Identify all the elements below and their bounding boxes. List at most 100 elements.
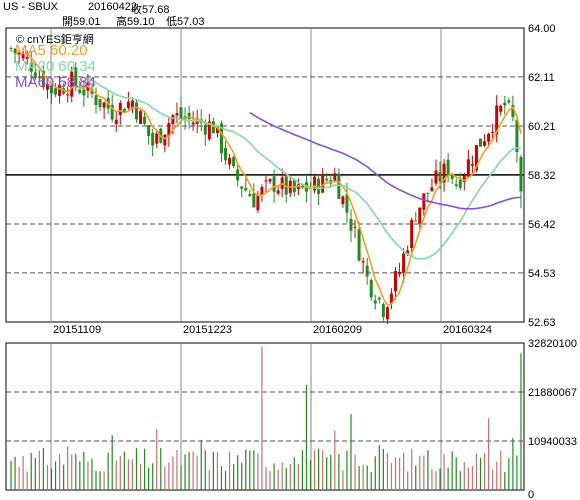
candle-body — [438, 171, 442, 182]
candle-body — [147, 124, 151, 137]
candle-body — [292, 179, 296, 193]
candle-body — [224, 147, 228, 161]
candle-body — [70, 71, 74, 97]
header-close: 收57.68 — [131, 4, 170, 16]
candle-body — [499, 105, 503, 112]
candle-body — [385, 307, 389, 320]
volume-tick-label: 21880067 — [528, 387, 577, 399]
price-tick-label: 64.00 — [528, 23, 556, 35]
candle-body — [118, 102, 122, 115]
price-tick-label: 62.11 — [528, 72, 555, 84]
candle-body — [365, 265, 369, 277]
candle-body — [345, 194, 349, 213]
candle-body — [54, 88, 58, 95]
candle-body — [353, 226, 357, 228]
price-panel — [5, 27, 525, 325]
candle-body — [9, 47, 13, 49]
candle-body — [207, 121, 211, 140]
candle-body — [284, 176, 288, 195]
candle-body — [394, 271, 398, 292]
x-tick-label: 20151109 — [53, 324, 101, 336]
candle-body — [248, 193, 252, 197]
candle-body — [466, 159, 470, 177]
candle-body — [398, 271, 402, 275]
candle-body — [240, 186, 244, 189]
candle-body — [98, 99, 102, 107]
price-tick-label: 56.42 — [528, 219, 556, 231]
candle-body — [37, 76, 41, 78]
price-tick-label: 54.53 — [528, 268, 556, 280]
candle-body — [171, 115, 175, 125]
candle-body — [377, 297, 381, 300]
candle-body — [21, 54, 25, 59]
candle-body — [276, 190, 280, 194]
price-tick-label: 52.63 — [528, 317, 556, 329]
candle-body — [491, 132, 495, 134]
candle-body — [58, 84, 62, 96]
header-high: 高59.10 — [116, 16, 155, 28]
candle-body — [49, 85, 53, 94]
candle-body — [102, 102, 106, 108]
candle-body — [450, 173, 454, 179]
candle-body — [470, 164, 474, 166]
volume-panel — [5, 342, 525, 491]
candle-body — [13, 48, 17, 54]
candle-body — [381, 304, 385, 317]
candle-body — [462, 175, 466, 182]
candle-body — [74, 67, 78, 87]
candle-body — [479, 138, 483, 147]
candle-body — [406, 250, 410, 254]
candle-body — [45, 83, 49, 90]
candle-body — [454, 184, 458, 186]
candle-body — [219, 123, 223, 154]
candle-body — [25, 57, 29, 59]
candle-body — [495, 105, 499, 135]
candle-body — [268, 179, 272, 182]
price-tick-label: 60.21 — [528, 121, 556, 133]
x-tick-label: 20151223 — [183, 324, 232, 336]
candle-body — [236, 169, 240, 181]
axis-labels: 20151109 20151223 20160209 20160324 64.00 62.… — [53, 23, 577, 500]
candle-body — [317, 178, 321, 195]
candle-body — [402, 253, 406, 273]
candle-body — [110, 104, 114, 120]
candle-body — [155, 133, 159, 144]
candle-body — [341, 196, 345, 205]
candle-body — [300, 185, 304, 188]
candle-body — [272, 176, 276, 192]
volume-tick-label: 0 — [528, 489, 534, 500]
candle-body — [33, 72, 37, 79]
candle-body — [487, 133, 491, 142]
legend-ma60: MA60 58.84 — [15, 74, 96, 91]
candle-body — [82, 89, 86, 96]
candle-body — [126, 101, 130, 108]
candle-body — [17, 52, 21, 55]
x-tick-label: 20160324 — [443, 324, 492, 336]
candle-body — [122, 108, 126, 113]
candle-body — [373, 300, 377, 304]
ma20-line — [87, 76, 522, 260]
candle-body — [333, 173, 337, 182]
price-tick-label: 58.32 — [528, 170, 556, 182]
candle-body — [519, 157, 523, 192]
candle-body — [41, 70, 45, 88]
candle-body — [369, 279, 373, 298]
candle-body — [434, 170, 438, 184]
candle-body — [337, 173, 341, 199]
candle-body — [252, 193, 256, 208]
candle-body — [151, 132, 155, 146]
candle-body — [130, 100, 134, 108]
header-date: 20160422 — [88, 1, 137, 13]
candle-body — [179, 107, 183, 119]
candle-body — [228, 157, 232, 165]
candle-body — [191, 122, 195, 125]
candle-body — [163, 134, 167, 146]
candle-body — [426, 192, 430, 194]
watermark: © cnYES鉅亨網 — [16, 34, 94, 46]
candle-body — [483, 141, 487, 146]
candle-body — [503, 102, 507, 106]
candle-body — [410, 219, 414, 248]
candle-body — [139, 111, 143, 125]
candle-body — [474, 145, 478, 171]
header-open: 開59.01 — [62, 16, 101, 28]
